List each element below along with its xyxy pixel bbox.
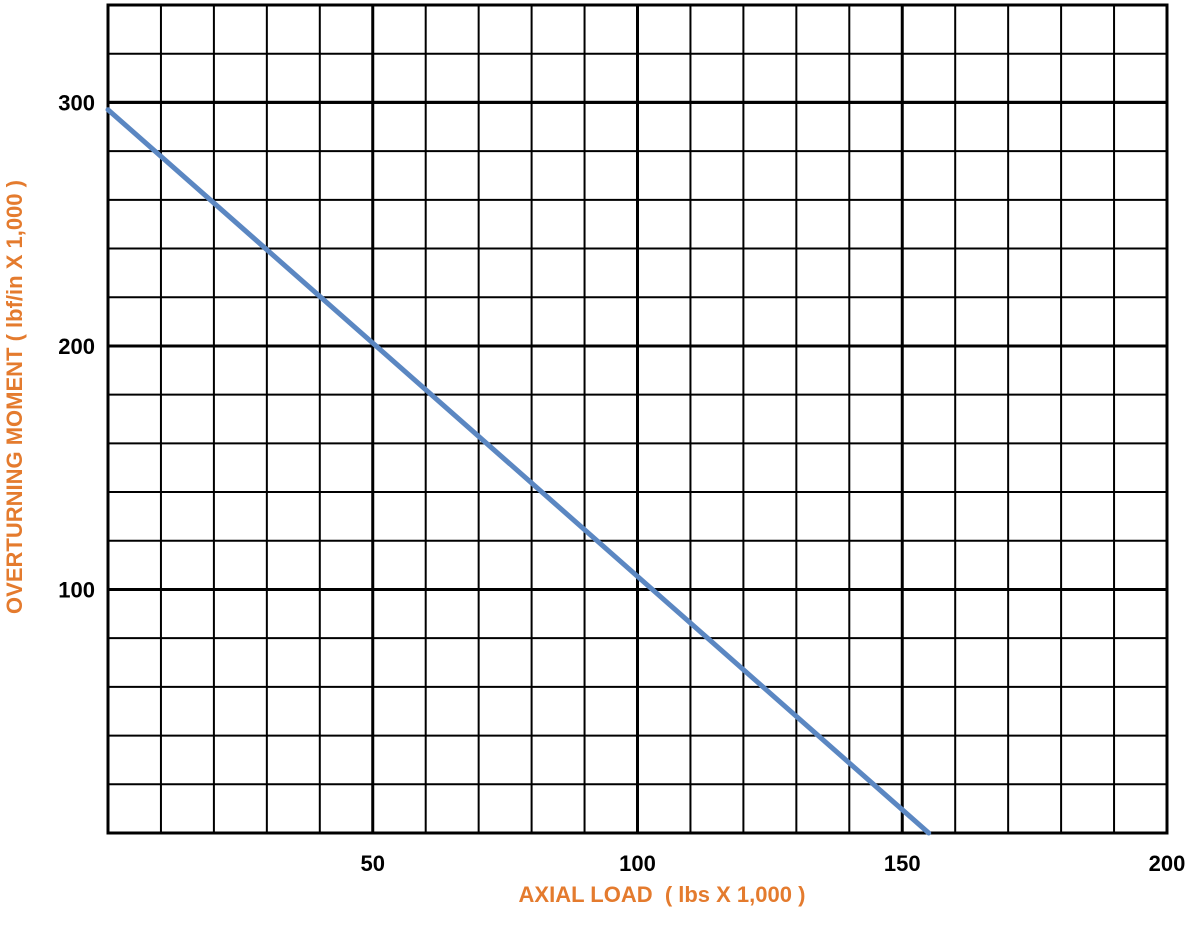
x-tick-label: 100 [619,851,656,876]
y-tick-label: 200 [58,334,95,359]
chart-grid [106,3,1169,835]
chart-series [105,107,932,836]
plot-frame [106,3,1169,835]
x-tick-label: 150 [884,851,921,876]
y-axis-ticks: 100 200 300 [58,90,95,602]
series-line [105,107,932,836]
x-tick-label: 50 [361,851,385,876]
x-tick-label: 200 [1149,851,1186,876]
x-axis-ticks: 50 100 150 200 [361,851,1186,876]
y-tick-label: 300 [58,90,95,115]
y-axis-title: OVERTURNING MOMENT ( lbf/in X 1,000 ) [2,180,27,614]
y-tick-label: 100 [58,577,95,602]
x-axis-title: AXIAL LOAD ( lbs X 1,000 ) [519,882,806,907]
